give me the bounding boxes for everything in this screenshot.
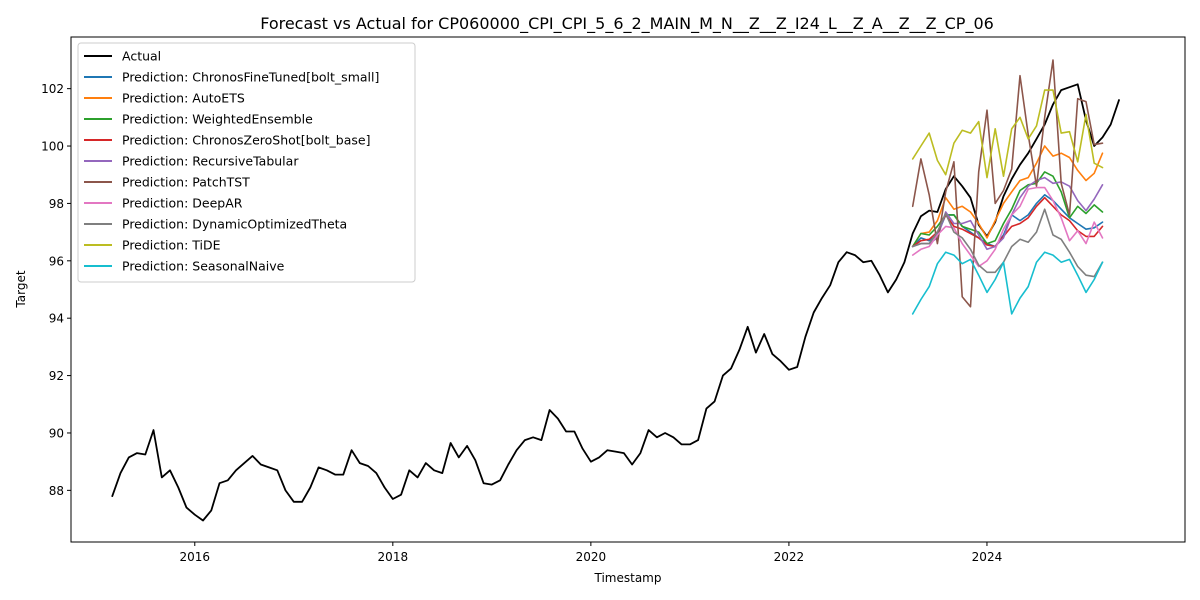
legend-label-prediction-seasonalnaive: Prediction: SeasonalNaive	[122, 259, 285, 274]
y-tick-label: 94	[49, 312, 64, 326]
y-axis: 88 90 92 94 96 98 100 102	[41, 82, 71, 498]
legend-label-prediction-chronoszeroshot-bolt-base: Prediction: ChronosZeroShot[bolt_base]	[122, 133, 370, 148]
legend: Actual Prediction: ChronosFineTuned[bolt_…	[77, 42, 416, 283]
series-line-prediction-dynamicoptimizedtheta	[911, 208, 1104, 278]
y-tick-label: 102	[41, 82, 64, 96]
y-tick-label: 90	[49, 426, 64, 440]
series-line-prediction-patchtst	[911, 59, 1104, 308]
x-tick-label: 2018	[378, 550, 409, 564]
legend-label-prediction-tide: Prediction: TiDE	[122, 238, 221, 253]
x-tick-label: 2016	[180, 550, 211, 564]
legend-box	[77, 42, 416, 283]
x-axis-label: Timestamp	[594, 571, 662, 585]
y-tick-label: 88	[49, 484, 64, 498]
x-tick-label: 2022	[774, 550, 805, 564]
y-tick-label: 100	[41, 140, 64, 154]
legend-label-prediction-dynamicoptimizedtheta: Prediction: DynamicOptimizedTheta	[122, 217, 347, 232]
chart-title: Forecast vs Actual for CP060000_CPI_CPI_…	[260, 14, 994, 34]
plot-frame	[70, 36, 1186, 543]
y-axis-label: Target	[14, 270, 28, 308]
legend-label-prediction-weightedensemble: Prediction: WeightedEnsemble	[122, 112, 313, 127]
x-axis: 2016 2018 2020 2022 2024	[180, 542, 1003, 564]
legend-label-prediction-autoets: Prediction: AutoETS	[122, 91, 245, 106]
y-tick-label: 92	[49, 369, 64, 383]
legend-label-prediction-patchtst: Prediction: PatchTST	[122, 175, 250, 190]
y-tick-label: 96	[49, 254, 64, 268]
legend-label-prediction-recursivetabular: Prediction: RecursiveTabular	[122, 154, 299, 169]
y-tick-label: 98	[49, 197, 64, 211]
x-tick-label: 2024	[972, 550, 1003, 564]
legend-label-prediction-chronosfinetuned-bolt-small: Prediction: ChronosFineTuned[bolt_small]	[122, 70, 379, 85]
series-lines	[111, 59, 1120, 522]
series-line-prediction-deepar	[911, 186, 1104, 268]
legend-label-prediction-deepar: Prediction: DeepAR	[122, 196, 243, 211]
series-line-prediction-seasonalnaive	[911, 251, 1104, 315]
series-line-actual	[111, 83, 1120, 522]
legend-label-actual: Actual	[122, 49, 161, 64]
x-tick-label: 2020	[576, 550, 607, 564]
series-line-prediction-tide	[911, 89, 1104, 179]
